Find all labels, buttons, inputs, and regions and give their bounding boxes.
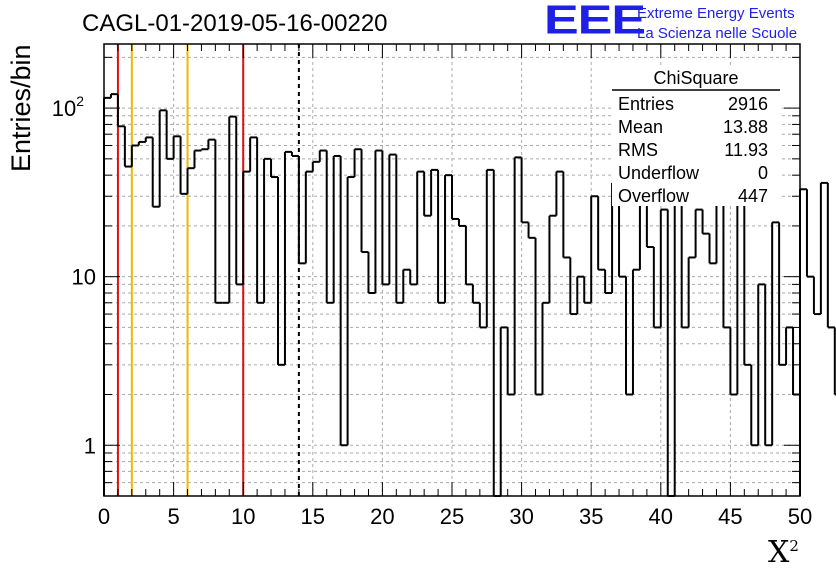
eee-logo: EEE [544, 0, 646, 43]
histogram-bins [103, 93, 836, 497]
y-tick-label: 1 [84, 433, 96, 458]
logo-line-1: Extreme Energy Events [637, 5, 795, 22]
stats-label: Mean [618, 117, 663, 137]
x-axis-label: X2 [768, 535, 799, 570]
stats-value: 0 [758, 163, 768, 183]
chart-title: CAGL-01-2019-05-16-00220 [82, 10, 388, 37]
stats-value: 11.93 [724, 140, 768, 160]
stats-label: RMS [618, 140, 658, 160]
x-axis-label-base: X [768, 535, 790, 570]
logo-caption: Extreme Energy Events La Scienza nelle S… [637, 4, 797, 44]
stats-box: ChiSquare Entries 2916 Mean 13.88 RMS 11.93 Und… [612, 66, 780, 206]
x-axis-label-superscript: 2 [789, 537, 799, 555]
y-tick-label: 102 [52, 93, 84, 121]
x-tick-label: 0 [98, 504, 110, 529]
y-tick-label: 10 [72, 265, 96, 290]
x-tick-label: 10 [231, 504, 255, 529]
stats-title: ChiSquare [653, 68, 738, 88]
x-tick-label: 25 [440, 504, 464, 529]
x-tick-label: 15 [301, 504, 325, 529]
x-tick-label: 30 [509, 504, 533, 529]
logo-line-2: La Scienza nelle Scuole [637, 25, 798, 42]
x-tick-label: 40 [649, 504, 673, 529]
stats-value: 13.88 [723, 117, 768, 137]
x-tick-label: 5 [167, 504, 179, 529]
x-tick-label: 20 [370, 504, 394, 529]
cut-lines [116, 44, 300, 496]
stats-value: 447 [738, 186, 768, 206]
stats-label: Overflow [618, 186, 690, 206]
stats-value: 2916 [728, 94, 768, 114]
stats-label: Underflow [618, 163, 700, 183]
stats-label: Entries [618, 94, 674, 114]
x-tick-label: 45 [718, 504, 742, 529]
x-tick-label: 35 [579, 504, 603, 529]
x-tick-label: 50 [788, 504, 812, 529]
axes: 0 5 10 15 20 25 30 35 40 45 50 1 10 102 [52, 43, 812, 529]
